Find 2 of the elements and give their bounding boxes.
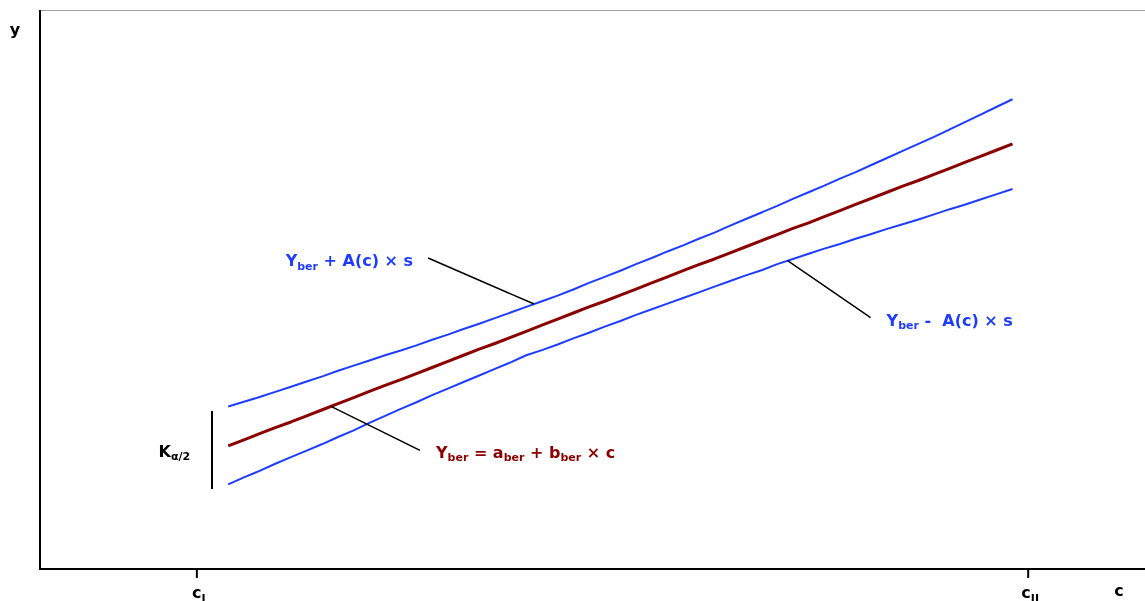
x-axis-title: c bbox=[1114, 581, 1124, 601]
y-axis-title: y bbox=[9, 20, 21, 40]
